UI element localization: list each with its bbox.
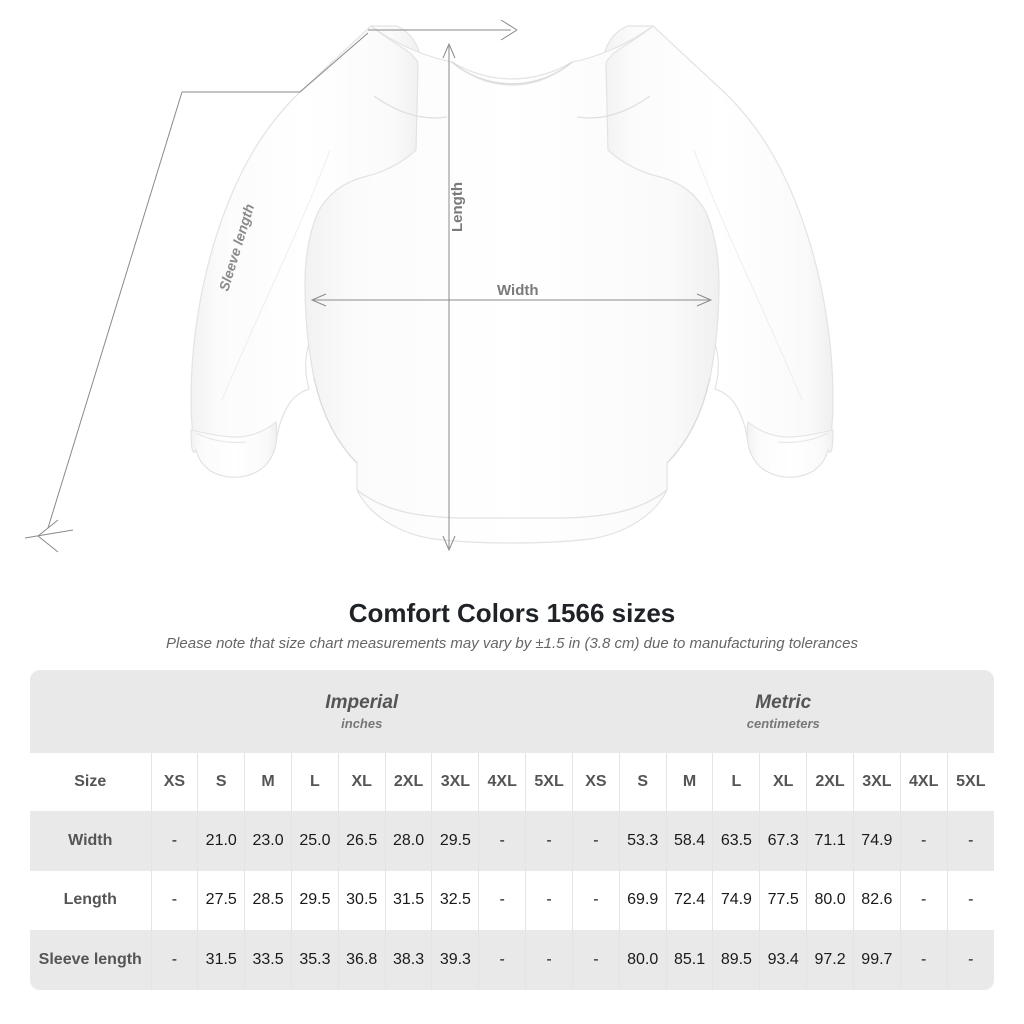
- svg-text:Length: Length: [449, 182, 466, 232]
- svg-text:Width: Width: [497, 282, 539, 299]
